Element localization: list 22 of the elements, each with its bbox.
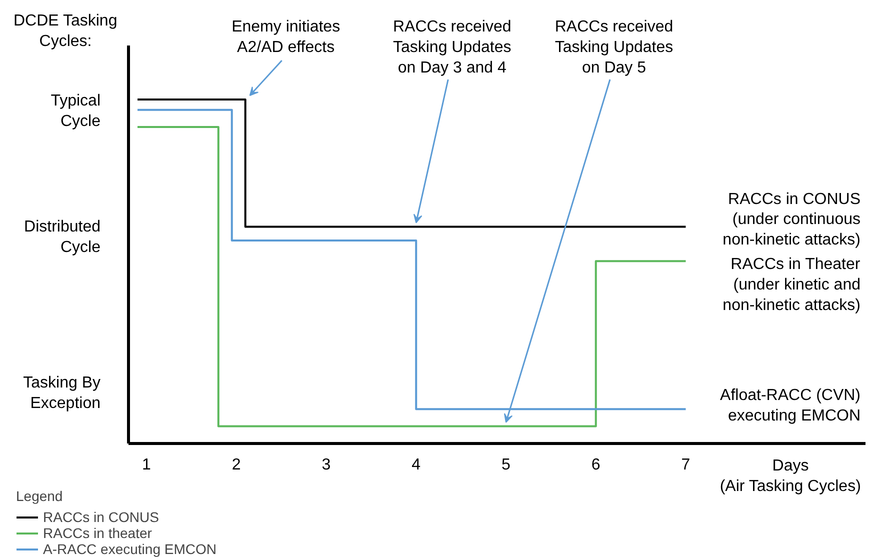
x-tick-label: 5 (502, 456, 511, 474)
annotation: RACCs received Tasking Updates on Day 3 and 4 (392, 18, 512, 76)
annotation: RACCs received Tasking Updates on Day 5 (554, 18, 674, 76)
text: Typical Cycle (50, 92, 101, 130)
annotation: RACCs in CONUS (under continuous non-kinetic attacks) (722, 190, 861, 249)
legend-label: RACCs in CONUS (43, 509, 159, 525)
annotation: RACCs in Theater (under kinetic and non-kinetic attacks) (722, 256, 861, 314)
x-tick-label: 7 (681, 456, 690, 474)
y-axis-title: DCDE Tasking Cycles: (13, 12, 118, 50)
legend-title: Legend (16, 488, 64, 504)
legend-label: A-RACC executing EMCON (43, 541, 216, 557)
x-tick-label: 6 (591, 456, 600, 474)
legend-label: RACCs in theater (43, 525, 152, 541)
x-tick-label: 4 (412, 456, 421, 474)
x-tick-label: 1 (142, 456, 152, 474)
text: Tasking By Exception (23, 374, 101, 412)
annotation: Enemy initiates A2/AD effects (232, 18, 340, 56)
text: Distributed Cycle (24, 218, 101, 256)
x-tick-label: 3 (322, 456, 331, 474)
x-axis-title: Days (Air Tasking Cycles) (720, 458, 861, 495)
annotation: Afloat-RACC (CVN) executing EMCON (720, 387, 861, 424)
x-tick-label: 2 (232, 456, 241, 474)
